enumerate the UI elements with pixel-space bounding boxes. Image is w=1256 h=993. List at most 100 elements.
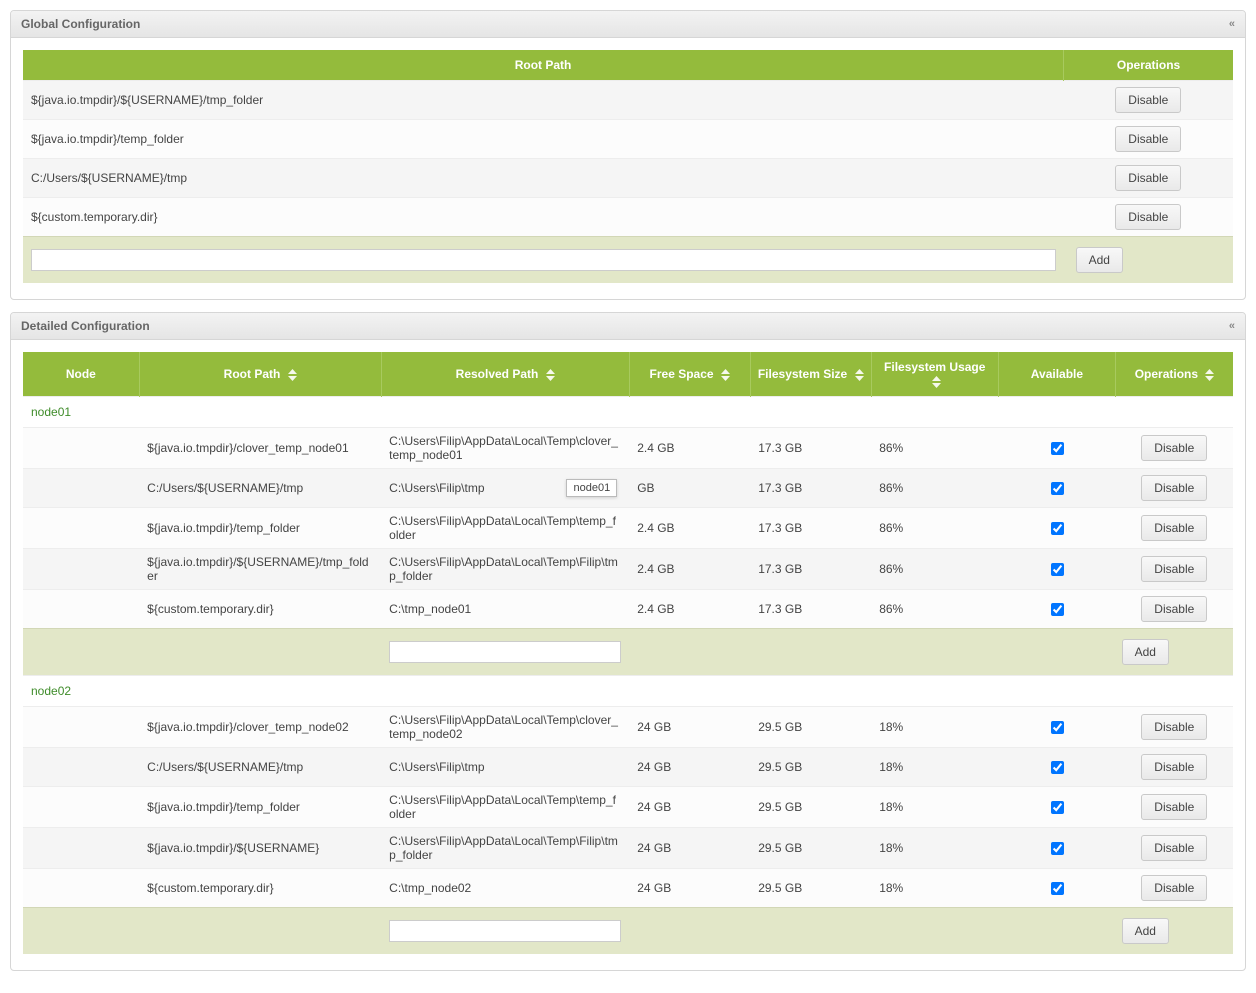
cell-operations: Disable [1116, 469, 1233, 508]
disable-button[interactable]: Disable [1141, 475, 1207, 501]
cell-root: C:/Users/${USERNAME}/tmp [139, 748, 381, 787]
disable-button[interactable]: Disable [1141, 875, 1207, 901]
disable-button[interactable]: Disable [1141, 794, 1207, 820]
cell-free: 24 GB [629, 869, 750, 908]
cell-root: ${custom.temporary.dir} [139, 590, 381, 629]
cell-available [998, 828, 1115, 869]
add-row: Add [23, 908, 1233, 955]
col-ops[interactable]: Operations [1116, 352, 1233, 397]
disable-button[interactable]: Disable [1115, 204, 1181, 230]
cell-available [998, 707, 1115, 748]
table-row: ${java.io.tmpdir}/clover_temp_node01C:\U… [23, 428, 1233, 469]
add-button[interactable]: Add [1122, 639, 1169, 665]
col-node: Node [23, 352, 139, 397]
available-checkbox[interactable] [1051, 563, 1064, 576]
cell-fsusage: 86% [871, 508, 998, 549]
cell-root: ${custom.temporary.dir} [139, 869, 381, 908]
disable-button[interactable]: Disable [1115, 126, 1181, 152]
cell-free: 2.4 GB [629, 428, 750, 469]
col-free[interactable]: Free Space [629, 352, 750, 397]
cell-free: 24 GB [629, 787, 750, 828]
available-checkbox[interactable] [1051, 801, 1064, 814]
disable-button[interactable]: Disable [1115, 87, 1181, 113]
cell-resolved: C:\Users\Filip\AppData\Local\Temp\Filip\… [381, 549, 629, 590]
add-node-cell [23, 629, 139, 676]
table-row: C:/Users/${USERNAME}/tmpDisable [23, 159, 1233, 198]
available-checkbox[interactable] [1051, 522, 1064, 535]
cell-fssize: 17.3 GB [750, 508, 871, 549]
add-path-input[interactable] [389, 920, 621, 942]
disable-button[interactable]: Disable [1141, 556, 1207, 582]
available-checkbox[interactable] [1051, 882, 1064, 895]
cell-fssize: 29.5 GB [750, 787, 871, 828]
available-checkbox[interactable] [1051, 603, 1064, 616]
available-checkbox[interactable] [1051, 482, 1064, 495]
disable-button[interactable]: Disable [1141, 835, 1207, 861]
cell-operations: Disable [1116, 549, 1233, 590]
collapse-icon[interactable]: « [1229, 18, 1235, 30]
cell-available [998, 590, 1115, 629]
cell-node [23, 787, 139, 828]
sort-icon[interactable] [855, 369, 864, 381]
add-path-input[interactable] [31, 249, 1056, 271]
cell-fssize: 29.5 GB [750, 869, 871, 908]
disable-button[interactable]: Disable [1141, 754, 1207, 780]
group-name: node02 [23, 676, 1116, 707]
cell-free: 2.4 GB [629, 508, 750, 549]
group-name: node01 [23, 397, 1116, 428]
cell-fssize: 17.3 GB [750, 469, 871, 508]
collapse-icon[interactable]: « [1229, 320, 1235, 332]
sort-icon[interactable] [932, 376, 941, 388]
cell-root: ${java.io.tmpdir}/clover_temp_node02 [139, 707, 381, 748]
add-root-cell [139, 908, 381, 955]
sort-icon[interactable] [721, 369, 730, 381]
global-config-panel: Global Configuration « Root Path Operati… [10, 10, 1246, 300]
cell-node [23, 748, 139, 787]
col-fssize[interactable]: Filesystem Size [750, 352, 871, 397]
disable-button[interactable]: Disable [1141, 714, 1207, 740]
available-checkbox[interactable] [1051, 761, 1064, 774]
cell-fsusage: 18% [871, 707, 998, 748]
cell-fssize: 17.3 GB [750, 428, 871, 469]
available-checkbox[interactable] [1051, 442, 1064, 455]
cell-root: ${java.io.tmpdir}/temp_folder [139, 787, 381, 828]
col-root[interactable]: Root Path [139, 352, 381, 397]
disable-button[interactable]: Disable [1115, 165, 1181, 191]
cell-node [23, 869, 139, 908]
table-row: ${java.io.tmpdir}/${USERNAME}/tmp_folder… [23, 549, 1233, 590]
detailed-config-table: NodeRoot Path Resolved Path Free Space F… [23, 352, 1233, 954]
cell-resolved: C:\Users\Filip\AppData\Local\Temp\clover… [381, 707, 629, 748]
add-button-cell: Add [1116, 629, 1233, 676]
available-checkbox[interactable] [1051, 842, 1064, 855]
cell-root: ${java.io.tmpdir}/${USERNAME} [139, 828, 381, 869]
disable-button[interactable]: Disable [1141, 515, 1207, 541]
cell-available [998, 469, 1115, 508]
cell-operations: Disable [1116, 590, 1233, 629]
disable-button[interactable]: Disable [1141, 435, 1207, 461]
col-available: Available [998, 352, 1115, 397]
cell-node [23, 508, 139, 549]
sort-icon[interactable] [288, 369, 297, 381]
sort-icon[interactable] [1205, 369, 1214, 381]
cell-operations: Disable [1116, 748, 1233, 787]
global-config-title: Global Configuration [21, 17, 140, 31]
disable-button[interactable]: Disable [1141, 596, 1207, 622]
available-checkbox[interactable] [1051, 721, 1064, 734]
cell-available [998, 428, 1115, 469]
cell-operations: Disable [1064, 120, 1233, 159]
cell-resolved: C:\tmp_node02 [381, 869, 629, 908]
add-button[interactable]: Add [1076, 247, 1123, 273]
add-row: Add [23, 629, 1233, 676]
cell-operations: Disable [1116, 869, 1233, 908]
cell-node [23, 549, 139, 590]
add-button[interactable]: Add [1122, 918, 1169, 944]
col-fsusage[interactable]: Filesystem Usage [871, 352, 998, 397]
cell-operations: Disable [1116, 787, 1233, 828]
cell-node [23, 707, 139, 748]
cell-root-path: ${custom.temporary.dir} [23, 198, 1064, 237]
col-resolved[interactable]: Resolved Path [381, 352, 629, 397]
sort-icon[interactable] [546, 369, 555, 381]
add-path-input[interactable] [389, 641, 621, 663]
cell-free: 24 GB [629, 748, 750, 787]
cell-node [23, 469, 139, 508]
